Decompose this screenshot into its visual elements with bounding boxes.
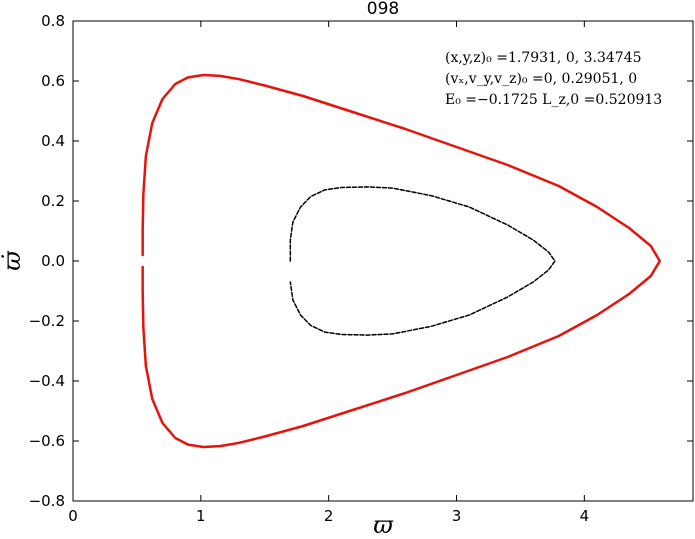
- x-axis-label: ϖ: [373, 511, 394, 539]
- y-tick-label: −0.4: [29, 372, 65, 390]
- y-axis-label: ϖ̇: [0, 250, 26, 271]
- x-tick-label: 4: [580, 507, 590, 525]
- annotation-initial-position: (x,y,z)₀ =1.7931, 0, 3.34745: [445, 50, 642, 66]
- x-tick-labels: 0 1 2 3 4: [68, 507, 589, 525]
- series-dashed-orbit: [289, 186, 556, 336]
- y-tick-labels: −0.8 −0.6 −0.4 −0.2 0.0 0.2 0.4 0.6 0.8: [29, 12, 65, 510]
- y-tick-label: 0.0: [41, 252, 65, 270]
- x-tick-label: 1: [196, 507, 206, 525]
- y-tick-label: 0.4: [41, 132, 65, 150]
- chart-title: 098: [367, 0, 399, 19]
- y-tick-label: −0.8: [29, 492, 65, 510]
- y-tick-label: 0.8: [41, 12, 65, 30]
- series-solid-orbit: [141, 73, 662, 449]
- annotation-energy-momentum: E₀ =−0.1725 L_z,0 =0.520913: [445, 92, 662, 108]
- axis-ticks: [72, 20, 693, 502]
- x-tick-label: 0: [68, 507, 78, 525]
- x-tick-label: 2: [324, 507, 334, 525]
- y-tick-label: 0.2: [41, 192, 65, 210]
- y-tick-label: −0.6: [29, 432, 65, 450]
- y-tick-label: −0.2: [29, 312, 65, 330]
- x-tick-label: 3: [452, 507, 462, 525]
- series-layer: [141, 73, 662, 449]
- y-tick-label: 0.6: [41, 72, 65, 90]
- annotation-initial-velocity: (vₓ,v_y,v_z)₀ =0, 0.29051, 0: [445, 71, 637, 87]
